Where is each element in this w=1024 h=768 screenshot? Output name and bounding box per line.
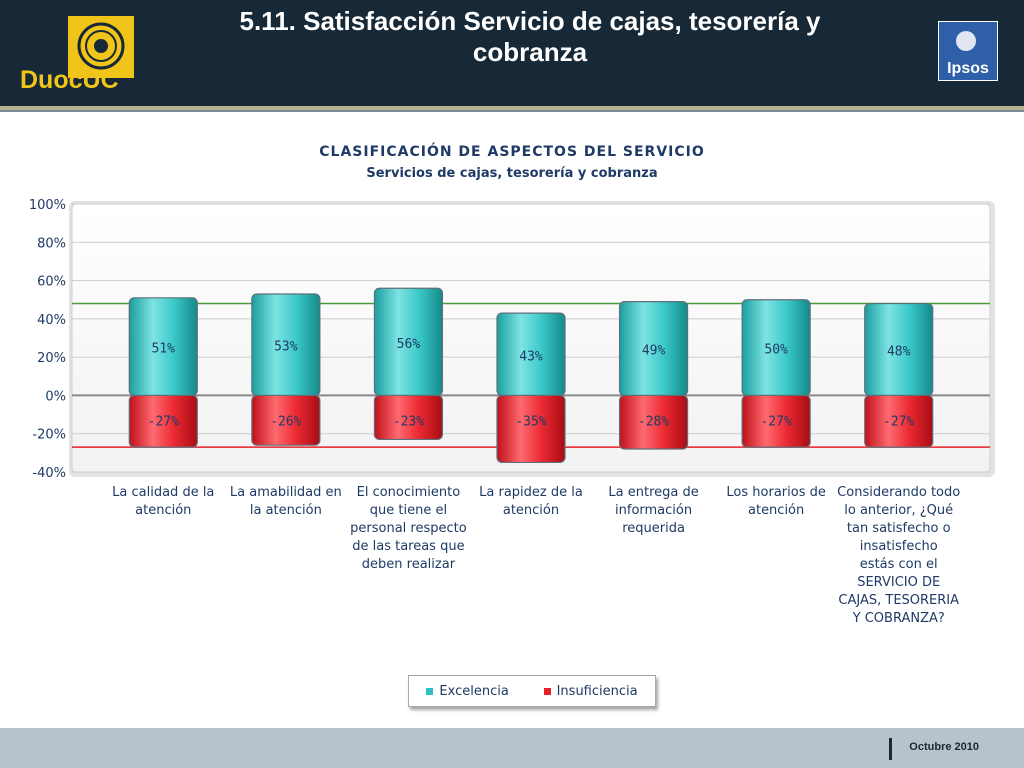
bar-insuficiencia: [864, 394, 934, 448]
bar-insuficiencia: [741, 394, 811, 448]
bar-insuficiencia: [496, 394, 566, 464]
data-label-insuficiencia: -28%: [638, 414, 669, 429]
legend-swatch-excelencia: [426, 687, 434, 695]
bar-chart: 100% 80% 60% 40% 20% 0% -20% -40% 51% -27% La cali…: [29, 198, 995, 626]
svg-text:Ipsos: Ipsos: [947, 60, 989, 77]
chart-subtitle: Servicios de cajas, tesorería y cobranza: [366, 166, 658, 181]
y-tick-label: 0%: [45, 389, 66, 404]
header-rule: [0, 106, 1024, 110]
category-label: La amabilidad en la atención: [230, 485, 342, 518]
legend-label-excelencia: Excelencia: [439, 683, 509, 699]
y-tick-label: 40%: [37, 313, 66, 328]
ipsos-logo: Ipsos: [938, 21, 998, 81]
legend-item-excelencia: Excelencia: [426, 683, 509, 699]
y-tick-label: 20%: [37, 351, 66, 366]
data-label-insuficiencia: -27%: [883, 414, 914, 429]
bar-insuficiencia: [128, 394, 198, 448]
data-label-insuficiencia: -35%: [515, 414, 546, 429]
slide-footer: Octubre 2010: [0, 728, 1024, 768]
data-label-excelencia: 49%: [642, 344, 666, 359]
chart-titles: CLASIFICACIÓN DE ASPECTOS DEL SERVICIO S…: [0, 143, 1024, 183]
slide-header: [0, 0, 1024, 106]
data-label-excelencia: 53%: [274, 340, 298, 355]
y-tick-label: -20%: [32, 428, 66, 443]
chart-legend: Excelencia Insuficiencia: [408, 675, 656, 707]
bar-insuficiencia: [251, 394, 321, 446]
data-label-excelencia: 51%: [152, 342, 176, 357]
header-rule-secondary: [0, 110, 1024, 112]
y-tick-label: -40%: [32, 466, 66, 481]
category-label: La rapidez de la atención: [479, 485, 583, 518]
duocuc-logo: DuocUC: [20, 16, 134, 92]
category-label: La entrega de información requerida: [608, 485, 698, 536]
legend-swatch-insuficiencia: [543, 687, 551, 695]
data-label-excelencia: 48%: [887, 344, 911, 359]
data-label-insuficiencia: -27%: [760, 414, 791, 429]
chart-title: CLASIFICACIÓN DE ASPECTOS DEL SERVICIO: [319, 144, 705, 160]
data-label-insuficiencia: -27%: [148, 414, 179, 429]
y-tick-label: 60%: [37, 275, 66, 290]
bar-insuficiencia: [618, 394, 689, 450]
data-label-excelencia: 43%: [519, 349, 543, 364]
category-label: El conocimiento que tiene el personal resp…: [350, 485, 467, 572]
bar-insuficiencia: [373, 394, 444, 441]
footer-divider: [889, 738, 892, 760]
data-label-excelencia: 56%: [397, 337, 421, 352]
data-label-insuficiencia: -23%: [393, 414, 424, 429]
legend-label-insuficiencia: Insuficiencia: [556, 683, 638, 699]
legend-item-insuficiencia: Insuficiencia: [543, 683, 638, 699]
y-tick-label: 100%: [29, 198, 66, 213]
category-label: Los horarios de atención: [726, 485, 825, 518]
category-label: La calidad de la atención: [112, 485, 214, 518]
svg-text:DuocUC: DuocUC: [20, 66, 119, 92]
y-tick-label: 80%: [37, 236, 66, 251]
data-label-excelencia: 50%: [764, 343, 788, 358]
footer-date: Octubre 2010: [909, 741, 979, 753]
category-label: Considerando todo lo anterior, ¿Qué tan sa…: [837, 485, 960, 626]
slide-title: 5.11. Satisfacción Servicio de cajas, te…: [239, 6, 821, 67]
data-label-insuficiencia: -26%: [270, 414, 301, 429]
